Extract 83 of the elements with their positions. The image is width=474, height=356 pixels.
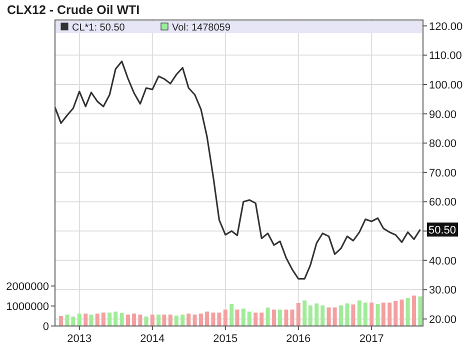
bar <box>394 301 398 326</box>
bar <box>168 314 172 326</box>
y2-tick-label: 100.00 <box>429 79 463 92</box>
bar <box>376 304 380 326</box>
bar <box>412 296 416 326</box>
bar <box>296 303 300 326</box>
bar <box>406 298 410 326</box>
y2-tick-label: 20.00 <box>429 314 457 326</box>
bar <box>95 314 100 326</box>
bar <box>114 312 118 326</box>
bar <box>180 314 185 326</box>
y2-tick-label: 90.00 <box>429 108 457 121</box>
legend-label: Vol: 1478059 <box>172 22 231 34</box>
bar <box>381 302 386 326</box>
bar <box>132 314 136 326</box>
bar <box>345 303 350 326</box>
bar <box>339 305 343 326</box>
line-series <box>55 60 421 280</box>
x-tick-label: 2016 <box>286 333 311 345</box>
y-tick-label: 1000000 <box>6 301 49 313</box>
bar <box>332 307 337 326</box>
bar <box>199 314 203 326</box>
y-tick-label: 2000000 <box>6 281 49 293</box>
bar <box>205 312 209 326</box>
bar <box>235 310 240 326</box>
y2-tick-label: 120.00 <box>429 20 463 33</box>
bar <box>278 310 282 326</box>
bar <box>126 314 130 326</box>
bar <box>230 304 234 326</box>
text: 50.50 <box>428 224 456 237</box>
bar <box>266 308 270 326</box>
x-tick-label: 2014 <box>140 333 165 345</box>
bar <box>120 313 124 326</box>
bar <box>192 314 197 326</box>
bar <box>272 310 276 326</box>
bar <box>77 314 82 326</box>
x-tick-label: 2013 <box>67 333 92 345</box>
bar <box>284 310 288 326</box>
bar <box>144 316 148 326</box>
y2-tick-label: 110.00 <box>429 50 462 62</box>
bar <box>320 305 325 326</box>
legend-label: CL*1: 50.50 <box>72 22 126 34</box>
bar <box>351 304 356 326</box>
bar <box>156 314 161 326</box>
y2-tick-label: 30.00 <box>429 284 457 297</box>
chart-title: CLX12 - Crude Oil WTI <box>7 3 140 17</box>
bar <box>217 312 222 326</box>
bar <box>388 302 392 326</box>
y2-tick-label: 80.00 <box>429 138 457 150</box>
bar <box>302 300 307 326</box>
bar <box>326 307 331 326</box>
bar <box>174 316 178 326</box>
bar <box>65 314 70 326</box>
bar <box>247 312 252 326</box>
bar <box>101 312 106 326</box>
bar <box>314 303 319 326</box>
bar <box>138 314 142 326</box>
bar <box>363 302 368 326</box>
bar <box>254 312 258 326</box>
x-tick-label: 2015 <box>213 333 238 345</box>
bar <box>418 296 422 326</box>
bar <box>89 314 94 326</box>
bar <box>400 300 404 326</box>
x-tick-label: 2017 <box>359 333 384 345</box>
y2-tick-label: 60.00 <box>429 196 457 209</box>
bar <box>260 312 264 326</box>
bar <box>150 314 154 326</box>
y-tick-label: 0 <box>42 321 49 333</box>
bar <box>290 310 294 326</box>
bar <box>370 302 374 326</box>
bar <box>241 308 246 326</box>
bar <box>71 316 76 326</box>
bar <box>186 314 191 326</box>
bar <box>357 300 362 326</box>
bar <box>211 312 216 326</box>
y2-tick-label: 70.00 <box>429 167 457 180</box>
bar <box>162 314 166 326</box>
bar <box>108 312 112 326</box>
bar <box>223 310 228 326</box>
bar <box>59 316 63 326</box>
bar <box>308 305 312 326</box>
bar <box>84 314 88 326</box>
y2-tick-label: 40.00 <box>429 255 457 268</box>
